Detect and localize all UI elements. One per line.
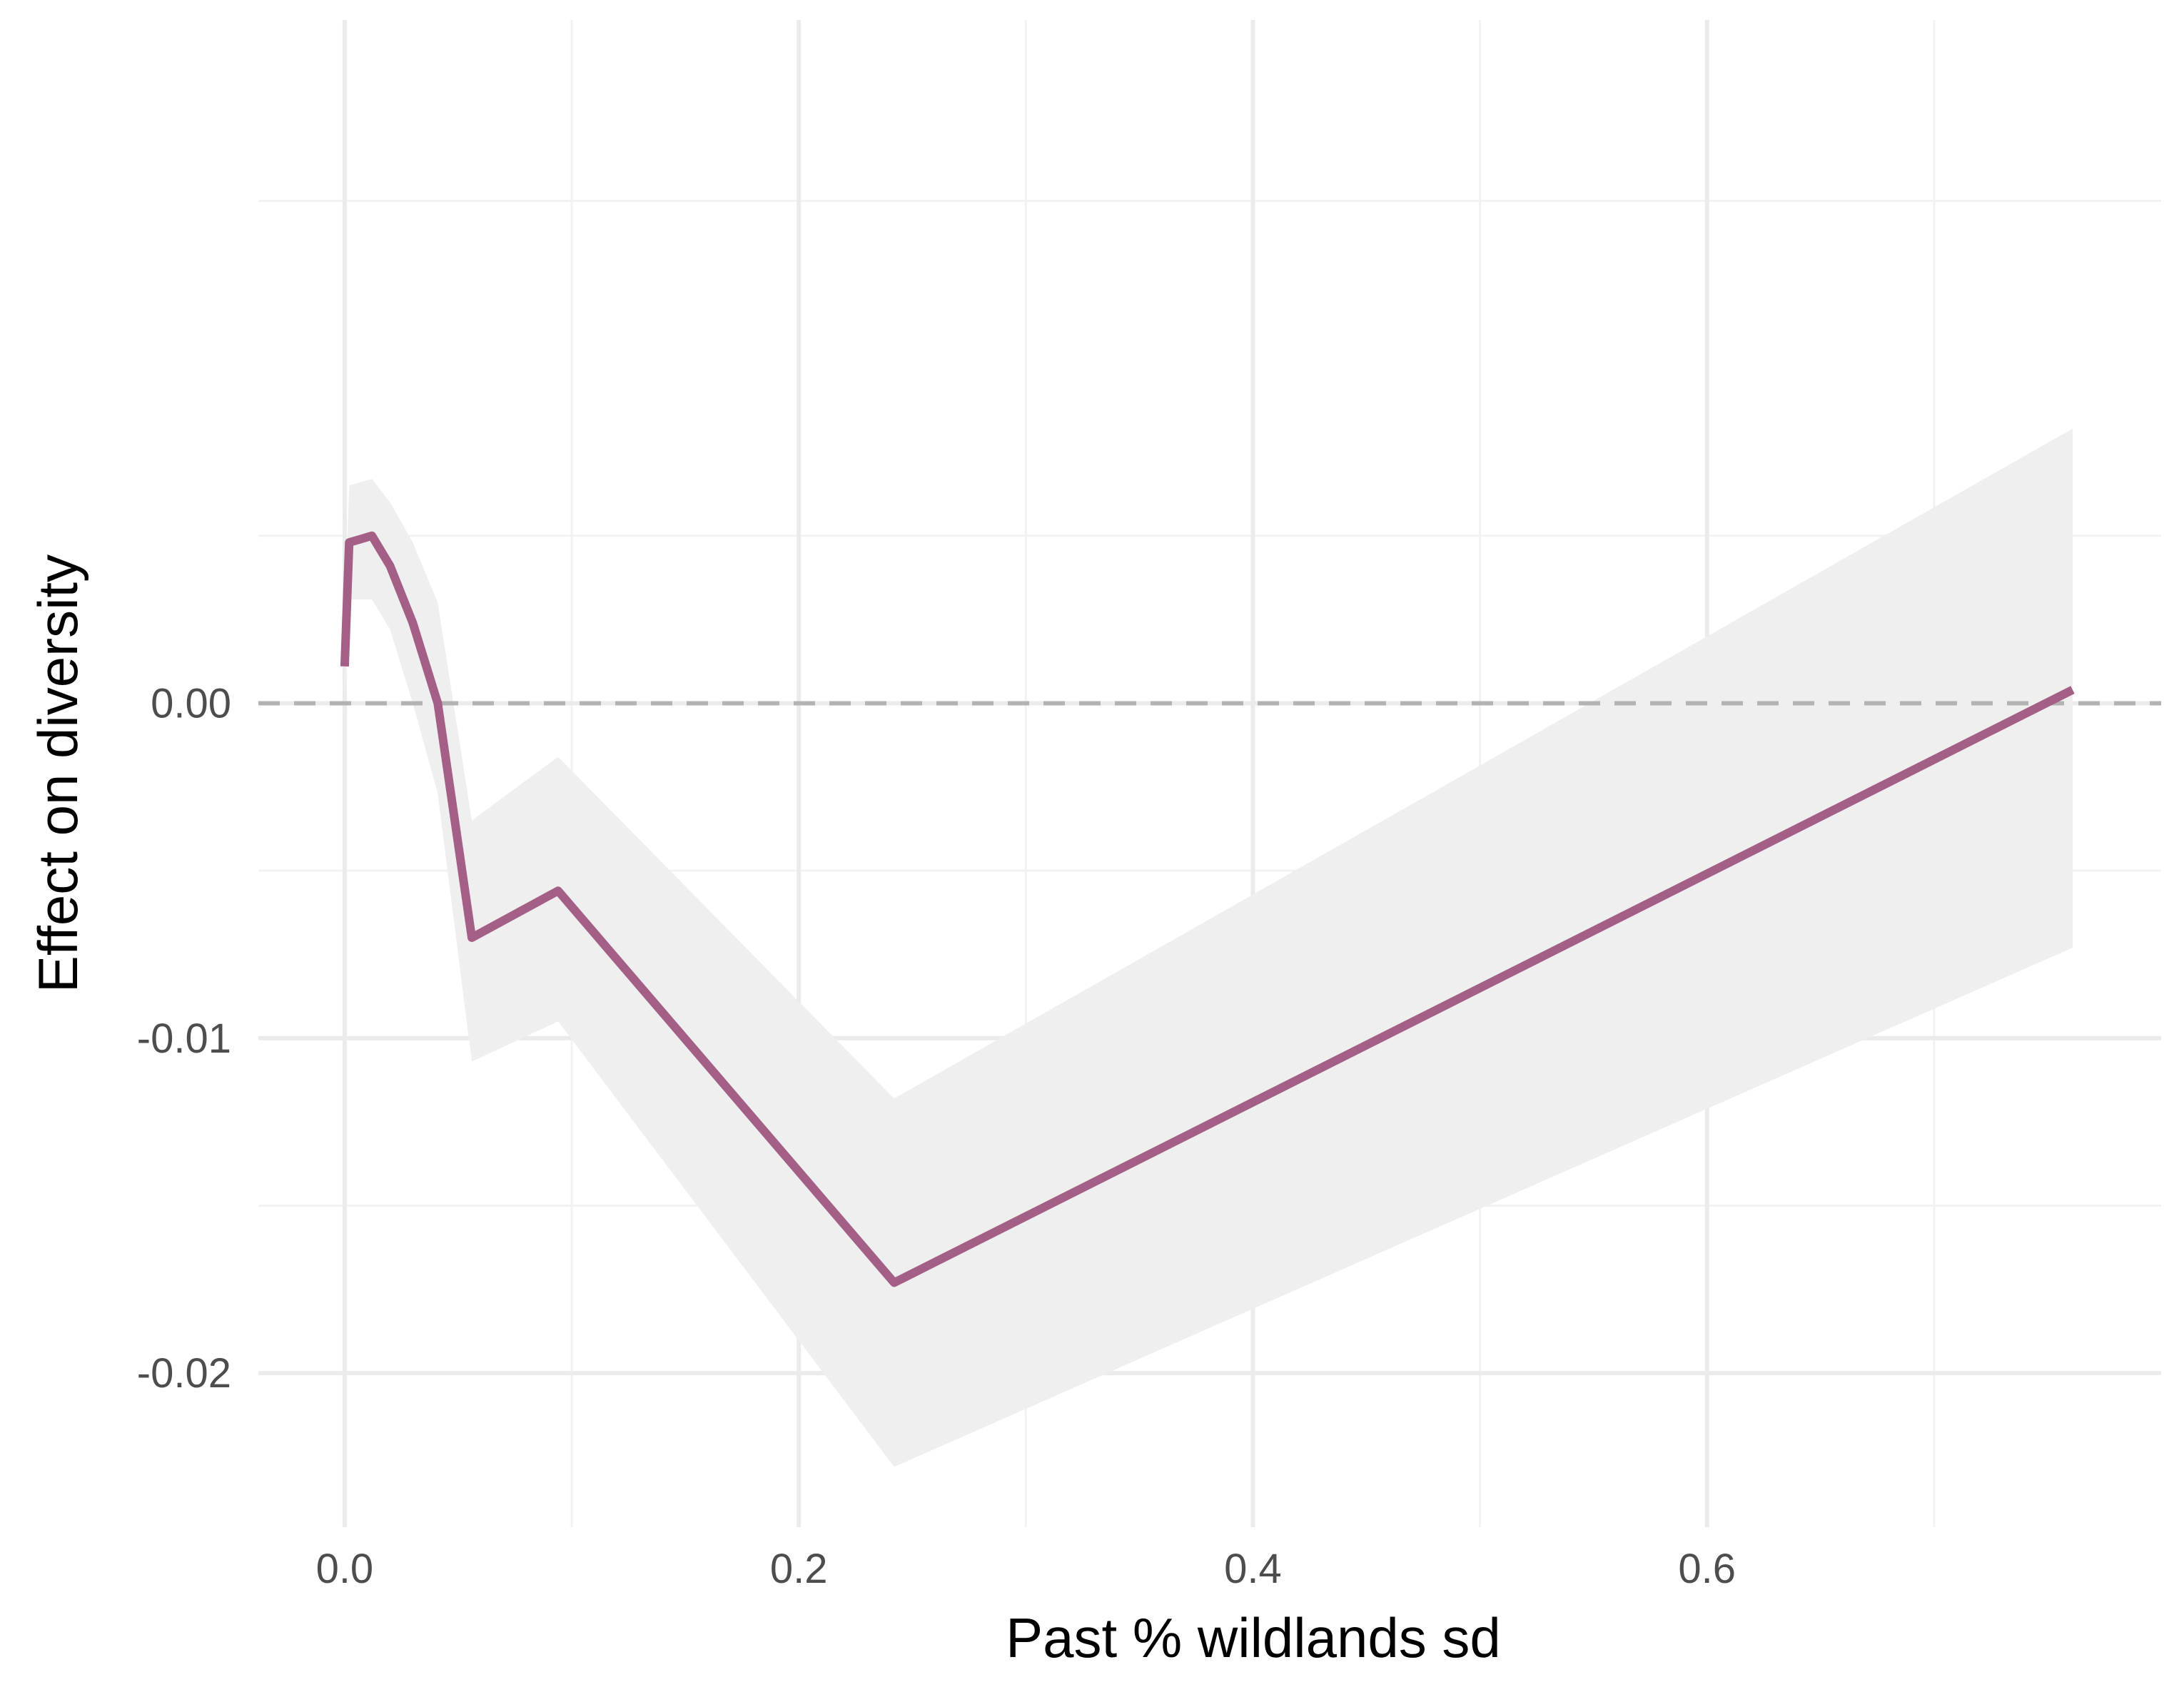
x-axis-title: Past % wildlands sd [1006,1606,1501,1669]
y-tick-label: -0.01 [137,1015,231,1062]
confidence-ribbon [344,428,2073,1467]
y-tick-label: 0.00 [151,680,231,726]
ribbon-layer [344,428,2073,1467]
x-tick-label: 0.6 [1678,1546,1736,1592]
x-tick-label: 0.2 [770,1546,828,1592]
line-layer [340,531,2075,1287]
y-tick-label: -0.02 [137,1350,231,1397]
x-tick-label: 0.0 [316,1546,374,1592]
x-tick-label: 0.4 [1224,1546,1282,1592]
tick-label-layer: 0.0 0.2 0.4 0.6 -0.02 -0.01 0.00 [137,680,1736,1592]
y-axis-title: Effect on diversity [26,554,89,993]
series-line [340,531,2075,1287]
